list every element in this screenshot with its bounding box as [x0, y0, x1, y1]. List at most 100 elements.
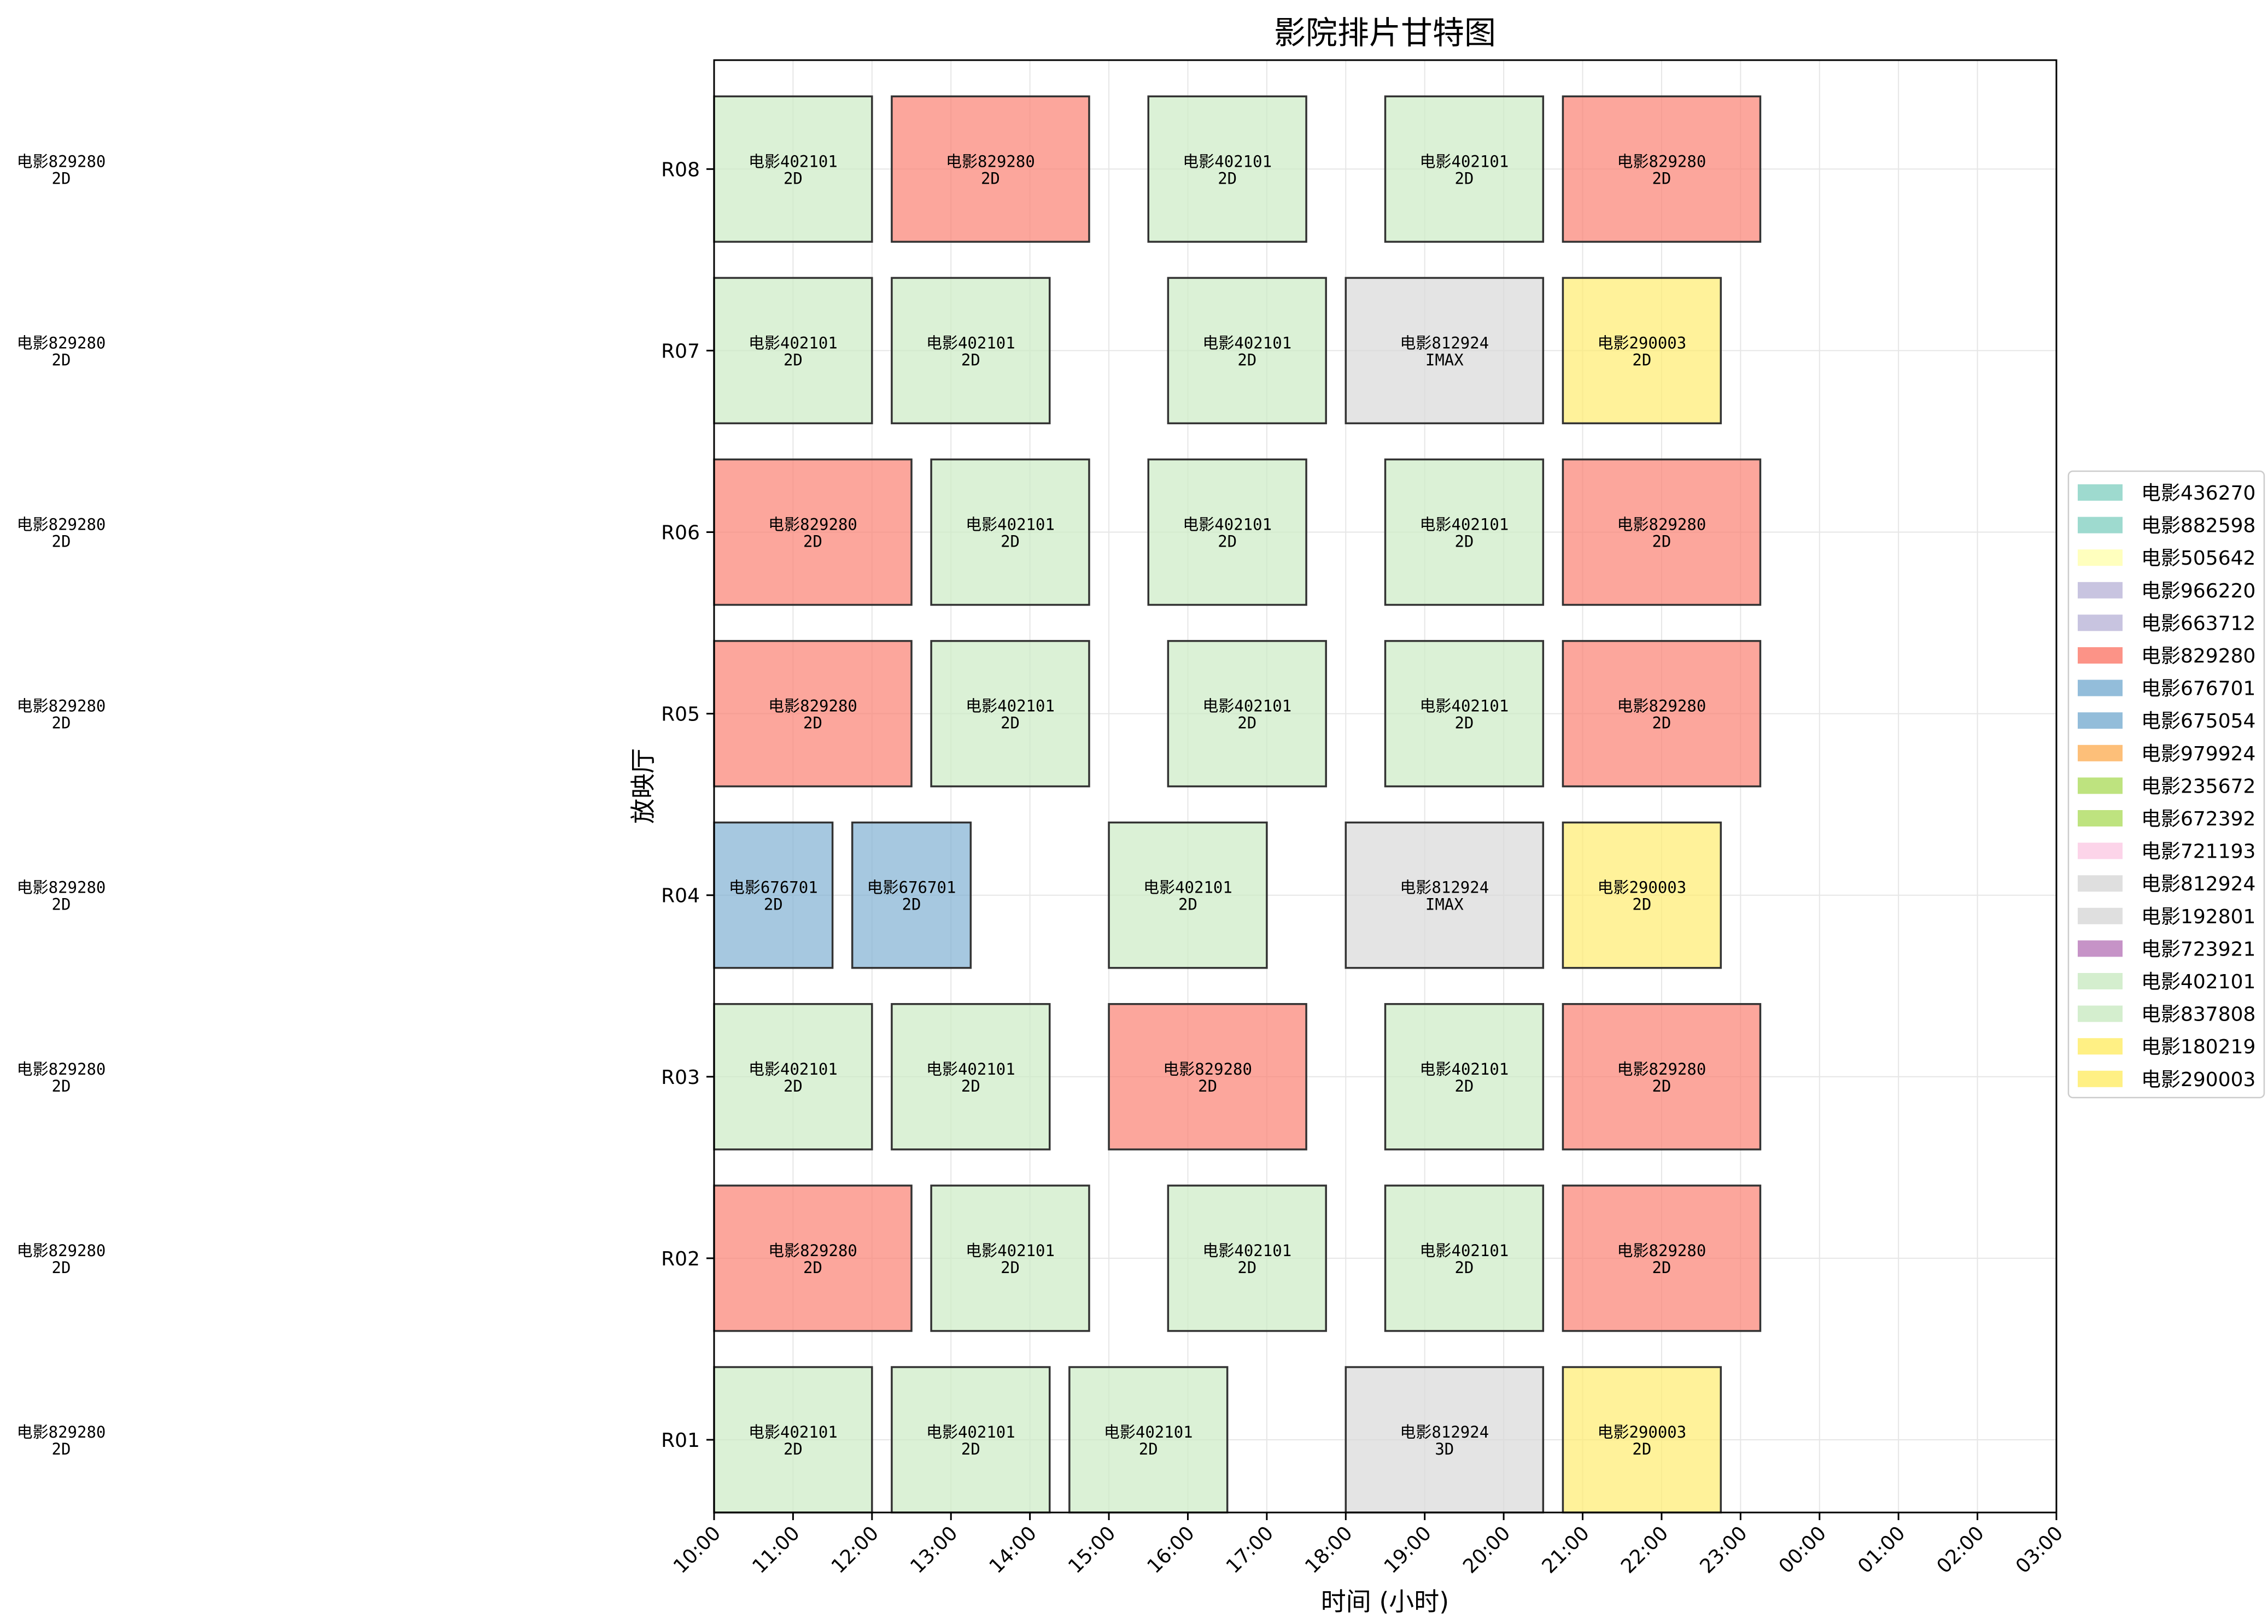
- x-tick-label: 11:00: [748, 1522, 804, 1578]
- legend-entry: 电影829280: [2078, 645, 2255, 667]
- legend-entry: 电影290003: [2078, 1069, 2255, 1091]
- session-rect: [1345, 821, 1545, 969]
- x-tick-label: 19:00: [1380, 1522, 1436, 1578]
- legend-label: 电影723921: [2141, 938, 2255, 960]
- legend-swatch: [2078, 647, 2123, 664]
- session-format-label: 2D: [1237, 1258, 1256, 1277]
- session-format-label: 2D: [1454, 169, 1474, 187]
- legend-entry: 电影812924: [2078, 873, 2255, 895]
- y-tick-label: R02: [661, 1248, 700, 1270]
- offchart-format-label: 2D: [52, 169, 71, 187]
- offchart-format-label: 2D: [52, 1077, 71, 1095]
- session-movie-label: 电影402101: [1420, 152, 1509, 171]
- offchart-format-label: 2D: [52, 714, 71, 732]
- session-movie-label: 电影402101: [1420, 1060, 1509, 1078]
- session-movie-label: 电影829280: [1617, 152, 1706, 171]
- legend-label: 电影979924: [2141, 743, 2255, 765]
- session-format-label: 2D: [784, 169, 803, 187]
- session-format-label: 2D: [1454, 714, 1474, 732]
- session-movie-label: 电影290003: [1597, 1423, 1686, 1441]
- y-axis-label: 放映厅: [628, 748, 658, 824]
- offchart-labels: 电影8292802D电影8292802D电影8292802D电影8292802D…: [17, 152, 106, 1458]
- x-tick-label: 14:00: [985, 1522, 1041, 1578]
- legend-swatch: [2078, 810, 2123, 826]
- legend-entry: 电影505642: [2078, 547, 2255, 570]
- x-tick-label: 13:00: [906, 1522, 962, 1578]
- session-format-label: 2D: [902, 895, 921, 914]
- legend-swatch: [2078, 549, 2123, 566]
- x-axis: 10:00 11:00 12:00 13:00 14:00 15:00 16:00 17:00…: [669, 1512, 2067, 1578]
- session-rect: [891, 277, 1051, 425]
- session-format-label: 2D: [1001, 714, 1020, 732]
- session-format-label: 2D: [803, 532, 822, 551]
- legend-label: 电影505642: [2141, 547, 2255, 570]
- legend-entry: 电影436270: [2078, 482, 2255, 505]
- session-rect: [851, 821, 972, 969]
- session-rect: [1108, 821, 1268, 969]
- y-tick-label: R08: [661, 159, 700, 181]
- legend-swatch: [2078, 940, 2123, 957]
- session-format-label: 2D: [784, 350, 803, 369]
- offchart-format-label: 2D: [52, 350, 71, 369]
- session-format-label: 2D: [1632, 350, 1651, 369]
- session-movie-label: 电影402101: [1420, 697, 1509, 716]
- session-format-label: 2D: [784, 1077, 803, 1095]
- session-rect: [1147, 95, 1307, 243]
- session-movie-label: 电影290003: [1597, 333, 1686, 352]
- legend-label: 电影235672: [2141, 775, 2255, 798]
- session-movie-label: 电影402101: [749, 152, 838, 171]
- session-format-label: 2D: [1237, 350, 1256, 369]
- session-format-label: 2D: [1001, 1258, 1020, 1277]
- legend-swatch: [2078, 1070, 2123, 1087]
- session-rect: [1147, 458, 1307, 606]
- session-movie-label: 电影829280: [768, 515, 857, 534]
- session-format-label: 2D: [1652, 1258, 1671, 1277]
- session-rect: [1562, 1366, 1722, 1514]
- x-tick-label: 20:00: [1459, 1522, 1515, 1578]
- legend-label: 电影402101: [2141, 971, 2255, 993]
- legend-swatch: [2078, 614, 2123, 631]
- session-format-label: 2D: [764, 895, 783, 914]
- x-tick-label: 18:00: [1301, 1522, 1357, 1578]
- session-format-label: 2D: [1652, 532, 1671, 551]
- session-rect: [1384, 640, 1545, 788]
- legend: 电影436270 电影882598 电影505642 电影966220 电影663712…: [2067, 470, 2265, 1099]
- session-format-label: 2D: [1139, 1440, 1158, 1458]
- session-format-label: 2D: [1632, 1440, 1651, 1458]
- session-movie-label: 电影829280: [1617, 1060, 1706, 1078]
- session-movie-label: 电影402101: [926, 333, 1015, 352]
- legend-swatch: [2078, 484, 2123, 501]
- session-format-label: 2D: [1218, 532, 1237, 551]
- session-format-label: 2D: [1237, 714, 1256, 732]
- offchart-movie-label: 电影829280: [17, 1060, 106, 1078]
- session-movie-label: 电影812924: [1400, 878, 1489, 897]
- session-rect: [930, 1185, 1090, 1332]
- session-rect: [891, 95, 1090, 243]
- session-rect: [1384, 1003, 1545, 1151]
- session-rect: [1562, 458, 1762, 606]
- legend-entry: 电影192801: [2078, 906, 2255, 928]
- session-format-label: 2D: [1001, 532, 1020, 551]
- session-movie-label: 电影402101: [749, 333, 838, 352]
- session-rect: [713, 640, 913, 788]
- y-tick-label: R06: [661, 522, 700, 544]
- session-format-label: 2D: [1652, 169, 1671, 187]
- session-movie-label: 电影829280: [946, 152, 1035, 171]
- session-movie-label: 电影402101: [1420, 1241, 1509, 1260]
